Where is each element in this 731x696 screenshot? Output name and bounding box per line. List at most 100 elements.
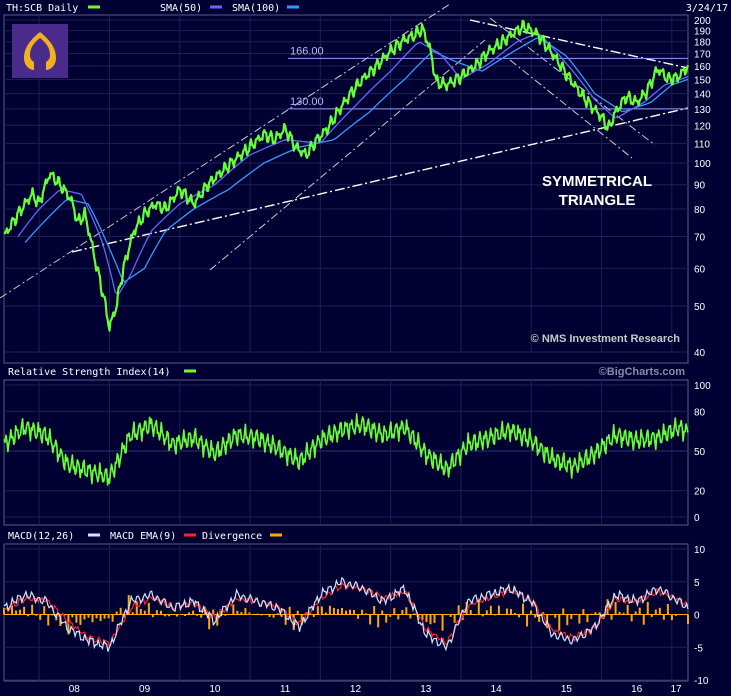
divergence-bar (23, 606, 26, 615)
divergence-bar (119, 607, 122, 615)
divergence-bar (192, 610, 195, 615)
divergence-bar (51, 614, 54, 616)
divergence-bar (131, 612, 134, 615)
rsi-tick-label: 20 (694, 487, 706, 498)
divergence-bar (236, 610, 239, 615)
divergence-bar (143, 610, 146, 615)
divergence-bar (79, 614, 82, 625)
divergence-bar (155, 610, 158, 615)
divergence-bar (687, 614, 689, 624)
chart-date: 3/24/17 (686, 3, 728, 14)
divergence-bar (260, 614, 263, 616)
divergence-bar (550, 614, 553, 616)
divergence-bar (373, 606, 376, 615)
x-tick-label: 14 (491, 684, 503, 695)
price-line (3, 19, 690, 332)
price-legend: TH:SCB Daily SMA(50) SMA(100) 3/24/17 (6, 3, 728, 14)
divergence-bar (324, 612, 327, 615)
scb-logo (12, 24, 68, 78)
macd-line (3, 576, 689, 652)
divergence-bar (184, 614, 187, 617)
divergence-bar (530, 610, 533, 615)
divergence-bar (658, 607, 661, 615)
divergence-bar (526, 614, 529, 627)
divergence-bar (558, 614, 561, 631)
divergence-bar (445, 614, 448, 616)
divergence-bar (196, 614, 199, 616)
triangle-resistance-line (469, 19, 689, 69)
divergence-bar (441, 614, 444, 631)
divergence-bar (300, 614, 303, 626)
divergence-bar (513, 612, 516, 615)
price-tick-label: 50 (694, 302, 706, 313)
divergence-bar (606, 599, 609, 615)
divergence-bar (123, 614, 126, 618)
divergence-bar (200, 614, 203, 618)
divergence-bar (75, 614, 78, 623)
divergence-bar (481, 614, 484, 617)
levels: 166.00 130.00 (288, 45, 688, 110)
divergence-bar (99, 614, 102, 622)
sma50-line (17, 32, 689, 296)
divergence-bar (413, 613, 416, 615)
price-tick-label: 150 (694, 75, 711, 86)
price-tick-label: 190 (694, 27, 711, 38)
divergence-bar (47, 614, 50, 626)
divergence-bar (87, 614, 90, 618)
divergence-bar (127, 595, 130, 615)
price-tick-label: 100 (694, 159, 711, 170)
rsi-panel-frame (3, 379, 689, 526)
divergence-bar (610, 614, 613, 620)
divergence-bar (421, 614, 424, 621)
divergence-bar (336, 608, 339, 615)
divergence-bar (509, 609, 512, 615)
macd-tick-label: 5 (694, 578, 700, 589)
divergence-bar (167, 614, 170, 617)
divergence-bar (232, 604, 235, 615)
divergence-bar (208, 614, 211, 630)
divergence-bar (332, 607, 335, 615)
divergence-bar (159, 610, 162, 615)
divergence-bar (626, 604, 629, 615)
rsi-line (3, 413, 689, 486)
divergence-bar (662, 614, 665, 620)
level-166-label: 166.00 (290, 45, 324, 57)
ticker-label: TH:SCB Daily (6, 3, 78, 14)
divergence-bar (654, 609, 657, 615)
divergence-bar (111, 614, 114, 622)
divergence-bar (292, 614, 295, 631)
divergence-bar (586, 614, 589, 623)
divergence-bar (522, 603, 525, 615)
price-tick-label: 170 (694, 50, 711, 61)
divergence-bar (497, 605, 500, 615)
divergence-bar (216, 614, 219, 626)
x-tick-label: 12 (350, 684, 362, 695)
price-tick-label: 160 (694, 62, 711, 73)
divergence-bar (489, 605, 492, 615)
divergence-bar (469, 609, 472, 615)
divergence-bar (353, 610, 356, 615)
lower-channel-line (209, 39, 486, 271)
bigcharts-watermark: ©BigCharts.com (599, 366, 686, 378)
divergence-bar (256, 613, 259, 615)
divergence-bar (650, 614, 653, 618)
divergence-bar (582, 609, 585, 615)
divergence-bar (449, 614, 452, 617)
macd-tick-label: 0 (694, 611, 700, 622)
divergence-bar (594, 612, 597, 615)
divergence-bar (39, 614, 42, 620)
rsi-legend: Relative Strength Index(14) ©BigCharts.c… (8, 366, 685, 378)
divergence-bar (224, 614, 227, 616)
divergence-bar (437, 614, 440, 615)
divergence-bar (578, 614, 581, 624)
x-tick-label: 10 (209, 684, 221, 695)
sma100-label: SMA(100) (232, 3, 280, 14)
divergence-bar (554, 614, 557, 618)
divergence-bar (268, 614, 271, 617)
divergence-bar (151, 614, 154, 618)
divergence-bar (163, 614, 166, 617)
price-tick-label: 180 (694, 38, 711, 49)
divergence-bar (618, 611, 621, 615)
pattern-annotation-line1: SYMMETRICAL (542, 173, 652, 190)
divergence-bar (43, 606, 46, 615)
